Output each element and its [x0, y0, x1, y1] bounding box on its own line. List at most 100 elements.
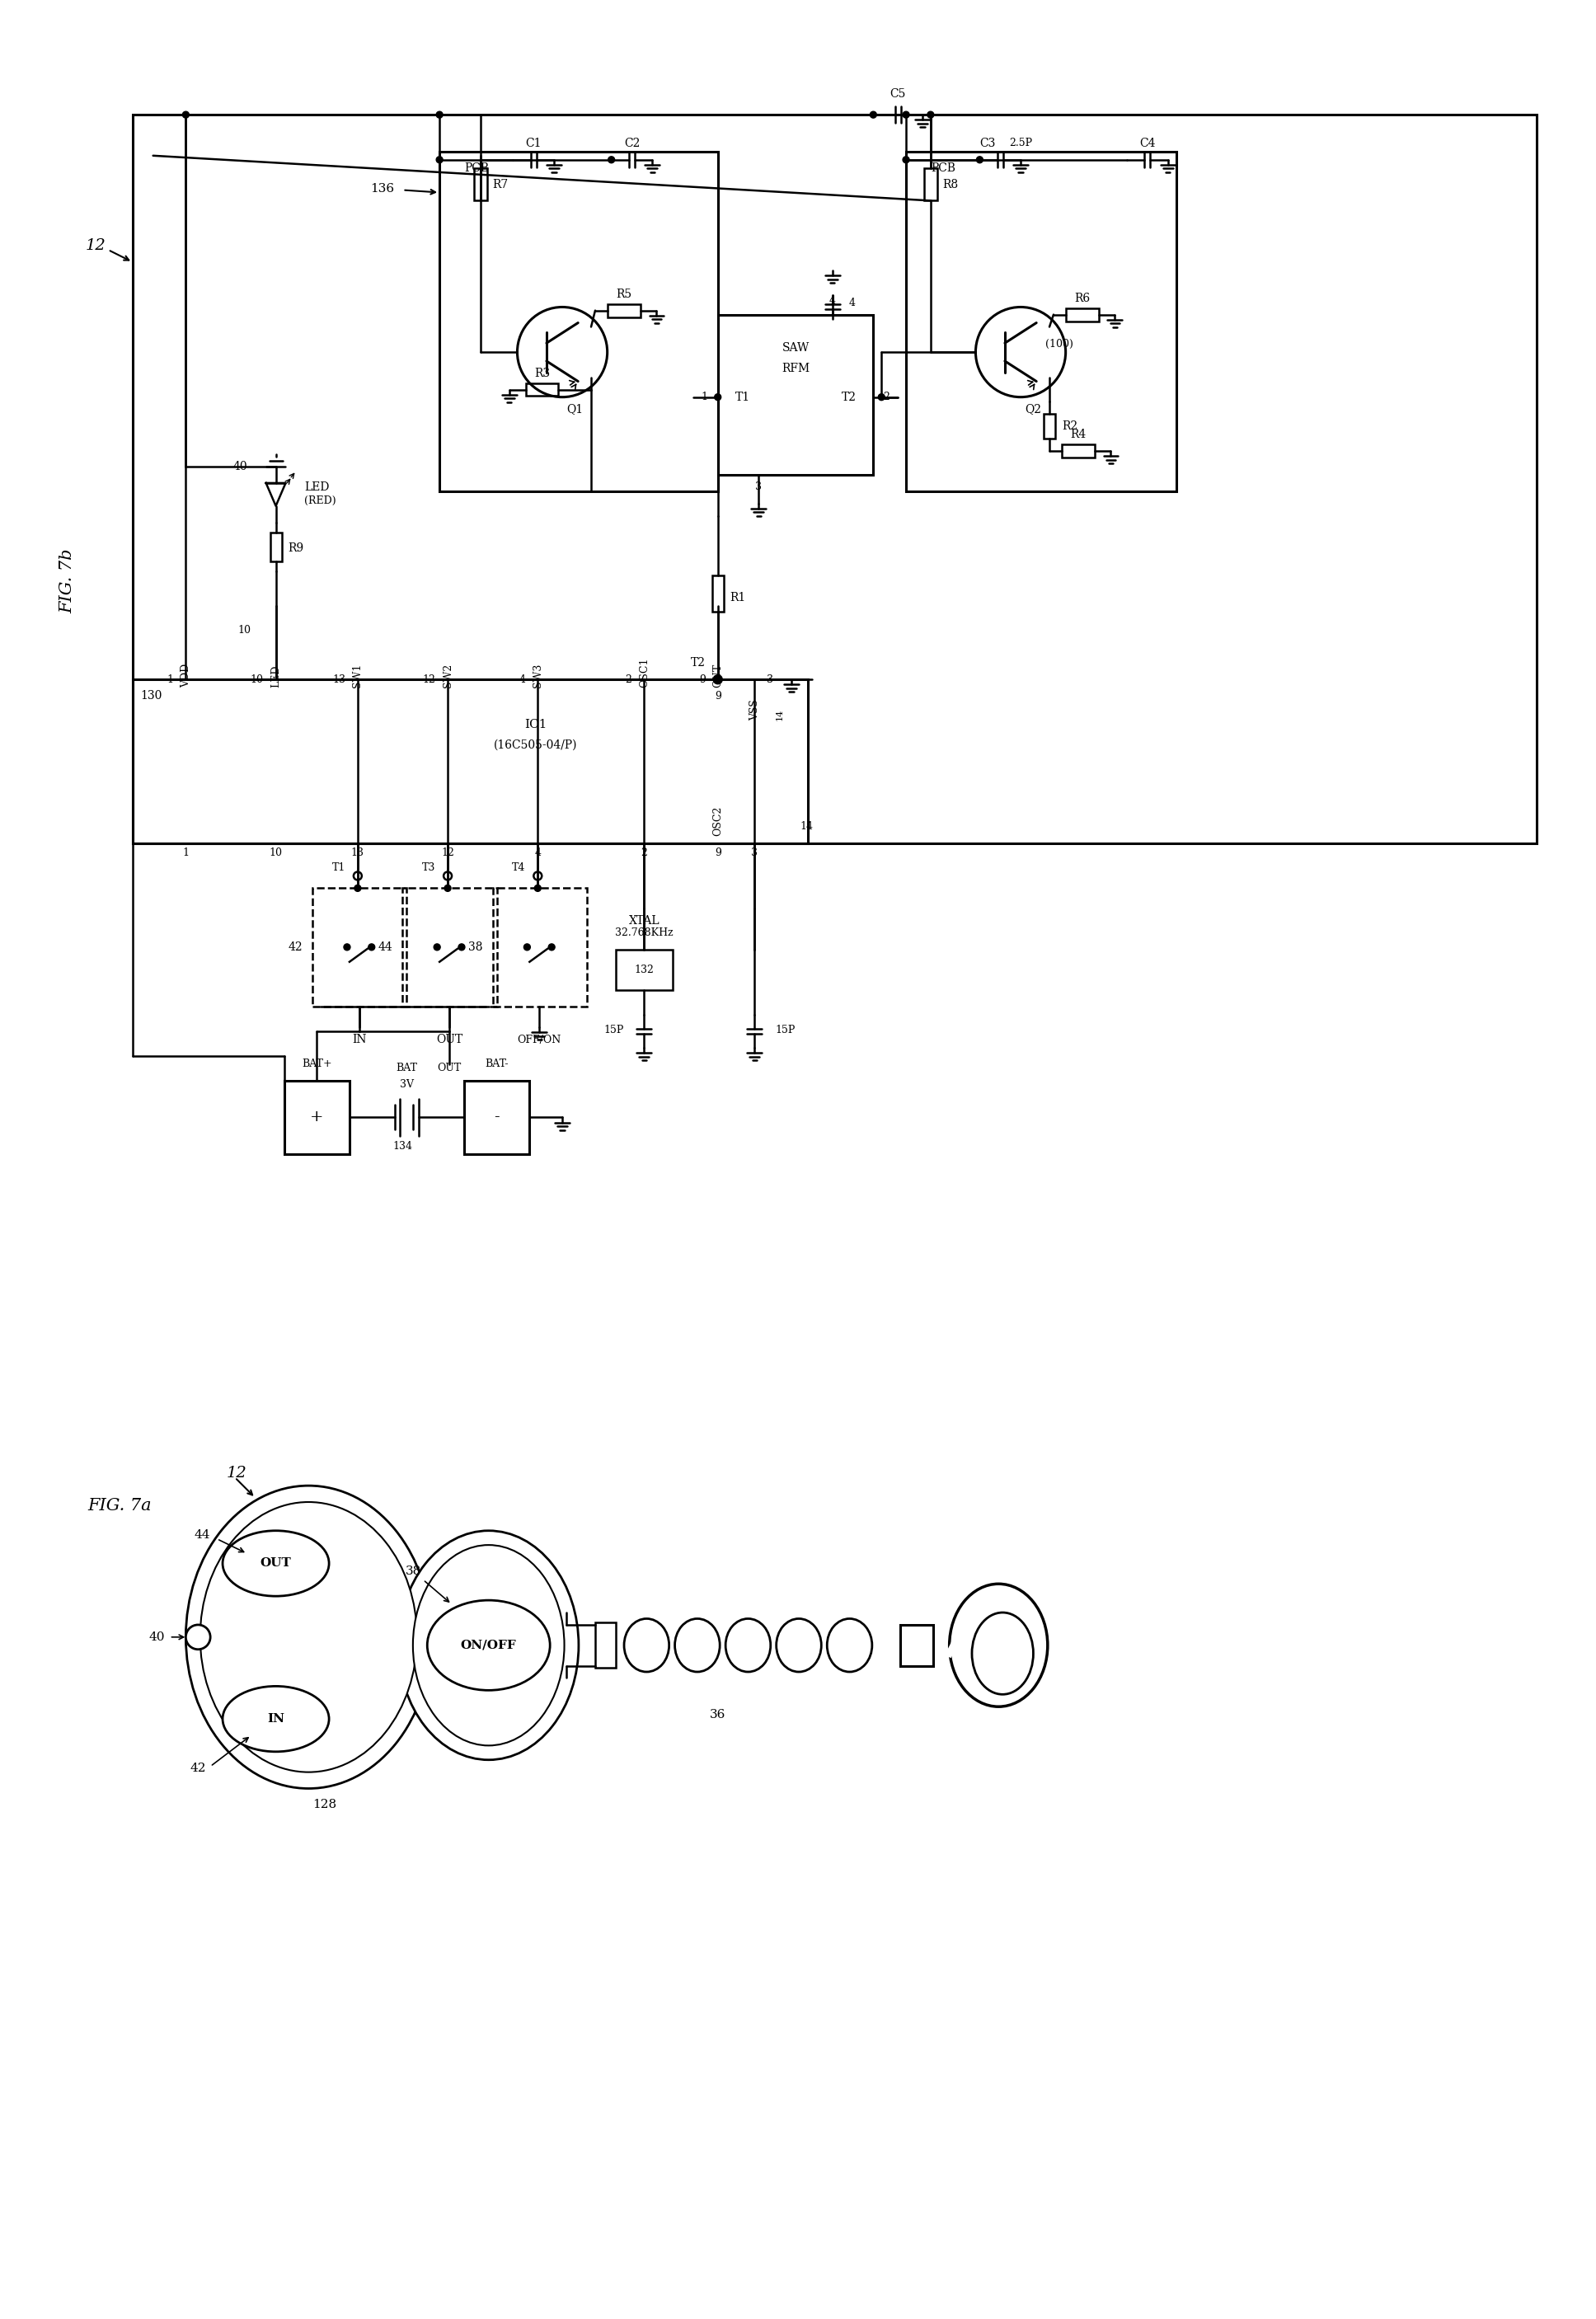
Circle shape [977, 155, 983, 162]
Bar [402, 888, 496, 1006]
Circle shape [523, 944, 530, 951]
Text: SW1: SW1 [353, 663, 362, 689]
Text: 40: 40 [233, 461, 247, 473]
Text: R1: R1 [729, 591, 745, 603]
Text: 4: 4 [519, 675, 525, 684]
Text: OUT: OUT [437, 1062, 461, 1074]
Text: 9: 9 [699, 675, 705, 684]
Text: OFF/ON: OFF/ON [517, 1034, 562, 1046]
Text: T2: T2 [841, 392, 855, 404]
Text: 12: 12 [423, 675, 436, 684]
Text: 3V: 3V [399, 1078, 413, 1090]
Circle shape [369, 944, 375, 951]
Bar [608, 304, 640, 318]
Text: 38: 38 [469, 942, 484, 953]
Ellipse shape [675, 1619, 720, 1672]
Circle shape [458, 944, 464, 951]
Text: R5: R5 [616, 288, 632, 299]
Bar [525, 383, 559, 397]
Text: T1: T1 [332, 863, 345, 872]
Text: 10: 10 [270, 846, 282, 858]
Text: 2.5P: 2.5P [1009, 139, 1033, 148]
Text: 13: 13 [351, 846, 364, 858]
Bar [595, 1623, 616, 1667]
Text: OUT: OUT [436, 1034, 463, 1046]
Bar [132, 679, 808, 844]
Text: 14: 14 [800, 821, 812, 833]
Text: R6: R6 [1074, 292, 1090, 304]
Text: VDD: VDD [180, 663, 192, 689]
Text: C1: C1 [525, 137, 541, 148]
Text: PCB: PCB [464, 162, 488, 174]
Text: R9: R9 [289, 543, 303, 554]
Circle shape [343, 944, 350, 951]
Circle shape [903, 111, 910, 118]
Text: SW2: SW2 [442, 663, 453, 689]
Text: XTAL: XTAL [629, 916, 659, 928]
Circle shape [715, 394, 721, 401]
Circle shape [903, 155, 910, 162]
Text: 15P: 15P [603, 1025, 624, 1034]
Text: 44: 44 [378, 942, 393, 953]
Text: Q1: Q1 [567, 404, 583, 415]
Circle shape [878, 394, 884, 401]
Text: R8: R8 [943, 179, 959, 190]
Text: C2: C2 [624, 137, 640, 148]
Text: PCB: PCB [930, 162, 956, 174]
Text: 136: 136 [370, 183, 394, 195]
Text: T1: T1 [734, 392, 750, 404]
Text: OSC1: OSC1 [638, 659, 650, 689]
Ellipse shape [413, 1544, 565, 1746]
Text: BAT: BAT [396, 1062, 418, 1074]
Bar [924, 167, 937, 202]
Bar [474, 167, 487, 202]
Bar [616, 948, 674, 990]
Ellipse shape [776, 1619, 822, 1672]
Text: R4: R4 [1071, 429, 1085, 441]
Bar [464, 1081, 530, 1155]
Text: 4: 4 [849, 297, 855, 308]
Text: SW3: SW3 [533, 663, 543, 689]
Circle shape [444, 886, 452, 890]
Bar [1061, 445, 1095, 457]
Ellipse shape [972, 1612, 1033, 1695]
Text: RFM: RFM [782, 362, 809, 373]
Text: 12: 12 [440, 846, 455, 858]
Ellipse shape [200, 1503, 417, 1772]
Text: 130: 130 [140, 691, 163, 703]
Text: ON/OFF: ON/OFF [461, 1640, 517, 1651]
Circle shape [436, 155, 442, 162]
Text: C5: C5 [891, 88, 907, 100]
Bar [907, 151, 1176, 492]
Ellipse shape [399, 1531, 579, 1760]
Text: SAW: SAW [782, 343, 809, 355]
Ellipse shape [950, 1584, 1047, 1707]
Bar [712, 575, 723, 612]
Ellipse shape [222, 1531, 329, 1595]
Text: 40: 40 [148, 1630, 164, 1642]
Text: 15P: 15P [776, 1025, 795, 1034]
Ellipse shape [222, 1686, 329, 1751]
Text: FIG. 7a: FIG. 7a [88, 1498, 152, 1514]
Bar [493, 888, 587, 1006]
Bar [132, 114, 1537, 844]
Text: OSC2: OSC2 [712, 807, 723, 837]
Text: (RED): (RED) [305, 496, 337, 506]
Bar [270, 533, 281, 561]
Text: 3: 3 [768, 675, 774, 684]
Circle shape [927, 111, 934, 118]
Text: 10: 10 [238, 626, 251, 635]
Text: T3: T3 [421, 863, 436, 872]
Circle shape [715, 677, 721, 682]
Text: 12: 12 [86, 239, 105, 253]
Bar [1066, 308, 1098, 320]
Bar [900, 1626, 934, 1665]
Ellipse shape [624, 1619, 669, 1672]
Text: 2: 2 [626, 675, 632, 684]
Circle shape [436, 111, 442, 118]
Text: OUT: OUT [712, 663, 723, 689]
Text: 1: 1 [701, 392, 709, 404]
Circle shape [715, 677, 721, 682]
Text: T2: T2 [691, 656, 705, 668]
Bar [284, 1081, 350, 1155]
